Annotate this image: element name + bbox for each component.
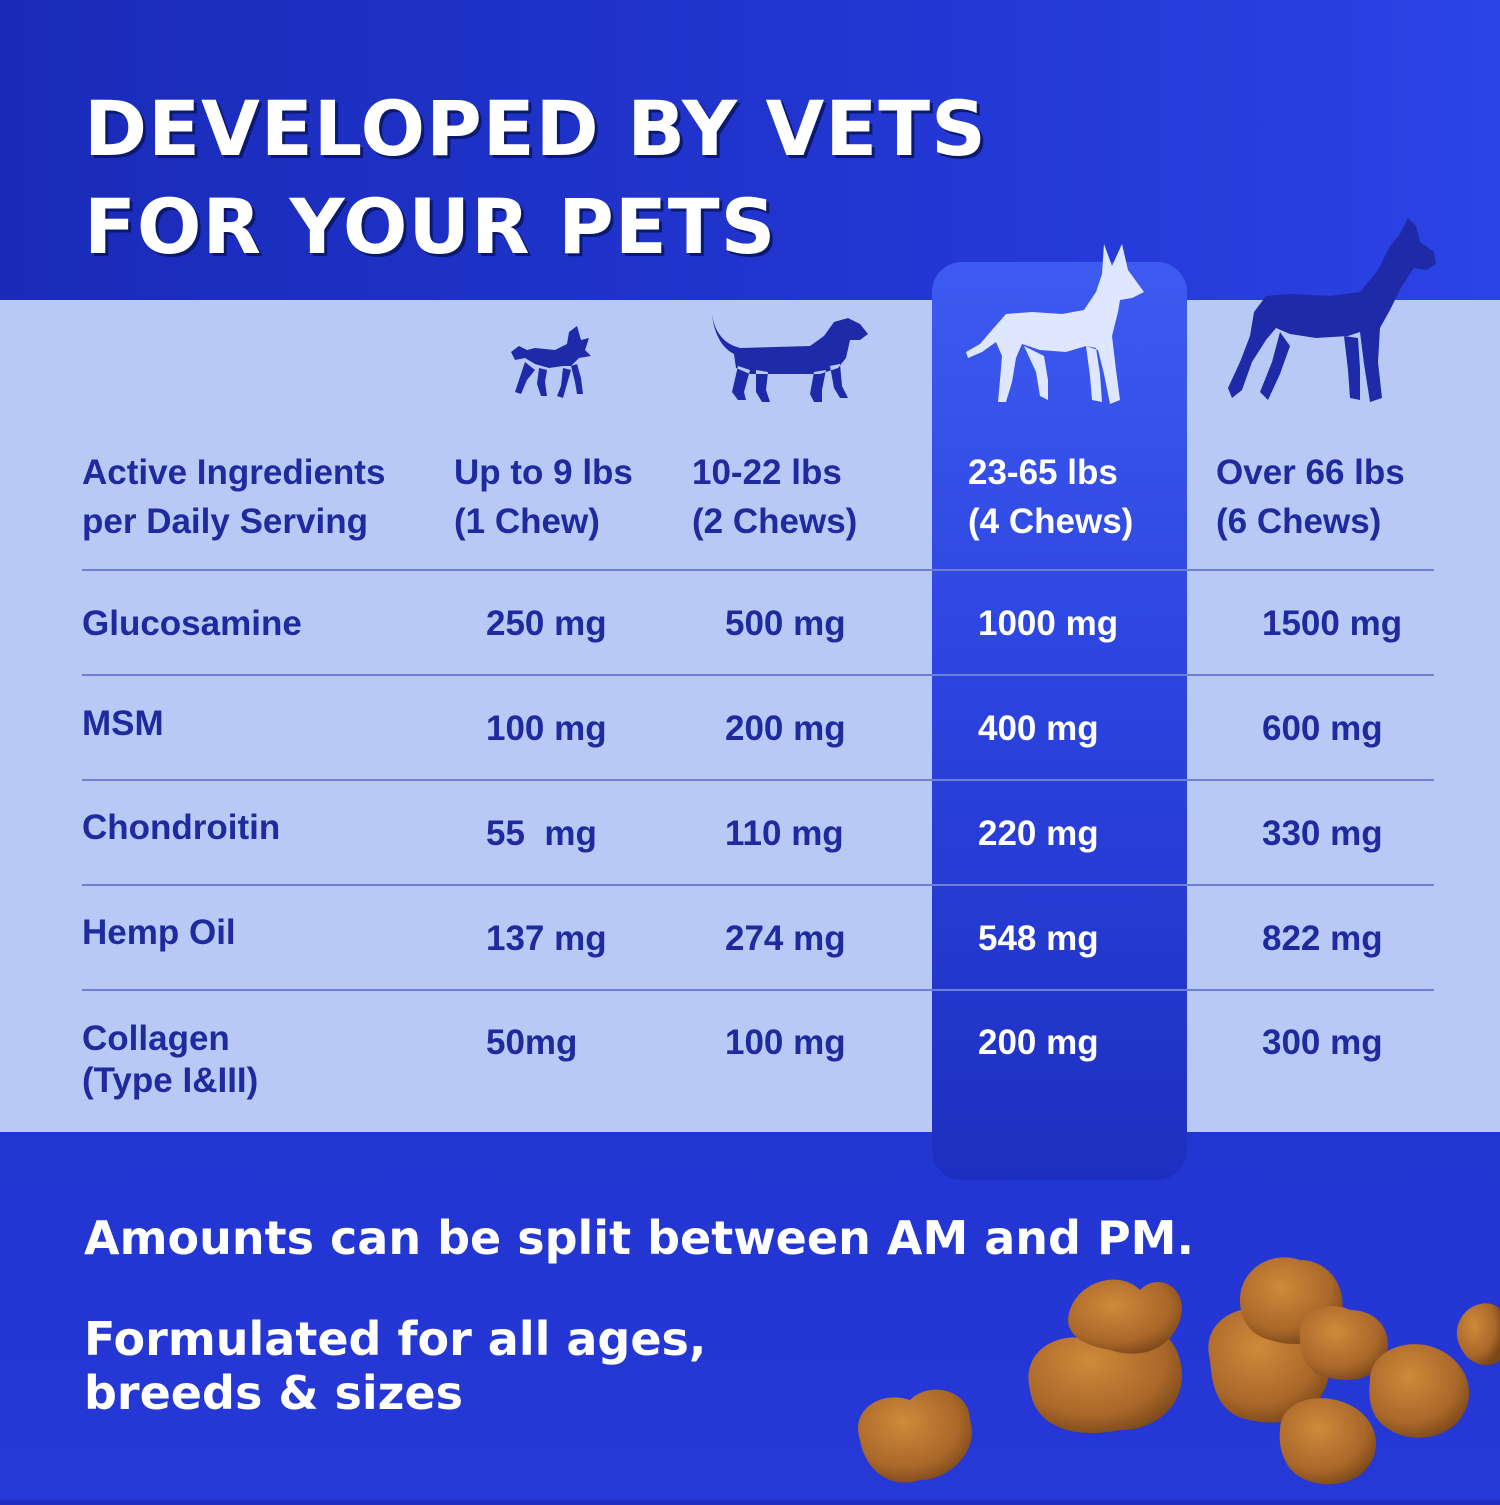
ingredient-label: Hemp Oil [82, 913, 236, 952]
column-weight: Over 66 lbs [1216, 453, 1405, 492]
soft-chews-image [840, 1240, 1500, 1500]
ingredient-name: Chondroitin [82, 806, 280, 850]
row-divider [82, 674, 1434, 676]
column-chews: (4 Chews) [968, 502, 1134, 541]
column-weight: 23-65 lbs [968, 453, 1118, 492]
header-label-line-2: per Daily Serving [82, 502, 368, 541]
table-cell: 50mg [486, 1023, 578, 1062]
dachshund-icon [710, 308, 870, 408]
ingredient-name: MSM [82, 702, 164, 746]
table-cell-highlighted: 200 mg [978, 1023, 1099, 1062]
table-cell: 100 mg [486, 709, 607, 748]
row-divider [82, 989, 1434, 991]
table-cell: 137 mg [486, 919, 607, 958]
ingredient-label: Glucosamine [82, 604, 302, 643]
table-cell: 1500 mg [1262, 604, 1403, 643]
ingredient-label: Chondroitin [82, 808, 281, 847]
table-background [0, 300, 1500, 1132]
table-cell-highlighted: 1000 mg [978, 604, 1119, 643]
ingredient-label: MSM [82, 704, 164, 743]
title-line-1: DEVELOPED BY VETS [84, 84, 987, 173]
column-weight: Up to 9 lbs [454, 453, 633, 492]
table-cell: 330 mg [1262, 814, 1383, 853]
table-cell: 274 mg [725, 919, 846, 958]
title-line-2: FOR YOUR PETS [84, 182, 777, 271]
row-divider [82, 779, 1434, 781]
page-title: DEVELOPED BY VETS FOR YOUR PETS [84, 80, 987, 276]
shepherd-dog-icon [962, 240, 1152, 410]
ingredient-label: Collagen [82, 1019, 230, 1058]
column-header-1: Up to 9 lbs (1 Chew) [454, 448, 633, 546]
column-chews: (2 Chews) [692, 502, 858, 541]
formulated-note: Formulated for all ages, breeds & sizes [84, 1312, 706, 1420]
table-cell-highlighted: 400 mg [978, 709, 1099, 748]
table-cell-highlighted: 548 mg [978, 919, 1099, 958]
header-active-ingredients: Active Ingredients per Daily Serving [82, 448, 385, 546]
column-header-2: 10-22 lbs (2 Chews) [692, 448, 857, 546]
row-divider [82, 884, 1434, 886]
table-cell: 200 mg [725, 709, 846, 748]
table-cell: 110 mg [725, 814, 844, 853]
table-cell: 822 mg [1262, 919, 1383, 958]
split-note: Amounts can be split between AM and PM. [84, 1211, 1194, 1265]
row-divider [82, 569, 1434, 571]
column-header-3: 23-65 lbs (4 Chews) [968, 448, 1133, 546]
table-cell: 250 mg [486, 604, 607, 643]
ingredient-name: Glucosamine [82, 602, 302, 646]
column-weight: 10-22 lbs [692, 453, 842, 492]
formulated-line-2: breeds & sizes [84, 1366, 463, 1420]
table-cell-highlighted: 220 mg [978, 814, 1099, 853]
table-cell: 100 mg [725, 1023, 846, 1062]
table-cell: 500 mg [725, 604, 846, 643]
table-cell: 600 mg [1262, 709, 1383, 748]
column-chews: (6 Chews) [1216, 502, 1382, 541]
table-cell: 300 mg [1262, 1023, 1383, 1062]
table-cell: 55 mg [486, 814, 597, 853]
header-label-line-1: Active Ingredients [82, 453, 386, 492]
ingredient-name: Collagen (Type I&III) [82, 1018, 258, 1102]
highlighted-column [932, 262, 1187, 1180]
large-dog-icon [1220, 212, 1440, 407]
column-chews: (1 Chew) [454, 502, 600, 541]
ingredient-name: Hemp Oil [82, 911, 236, 955]
column-header-4: Over 66 lbs (6 Chews) [1216, 448, 1405, 546]
small-dog-icon [505, 322, 595, 402]
ingredient-label-sub: (Type I&III) [82, 1061, 259, 1100]
formulated-line-1: Formulated for all ages, [84, 1312, 707, 1366]
header-band [0, 0, 1500, 300]
